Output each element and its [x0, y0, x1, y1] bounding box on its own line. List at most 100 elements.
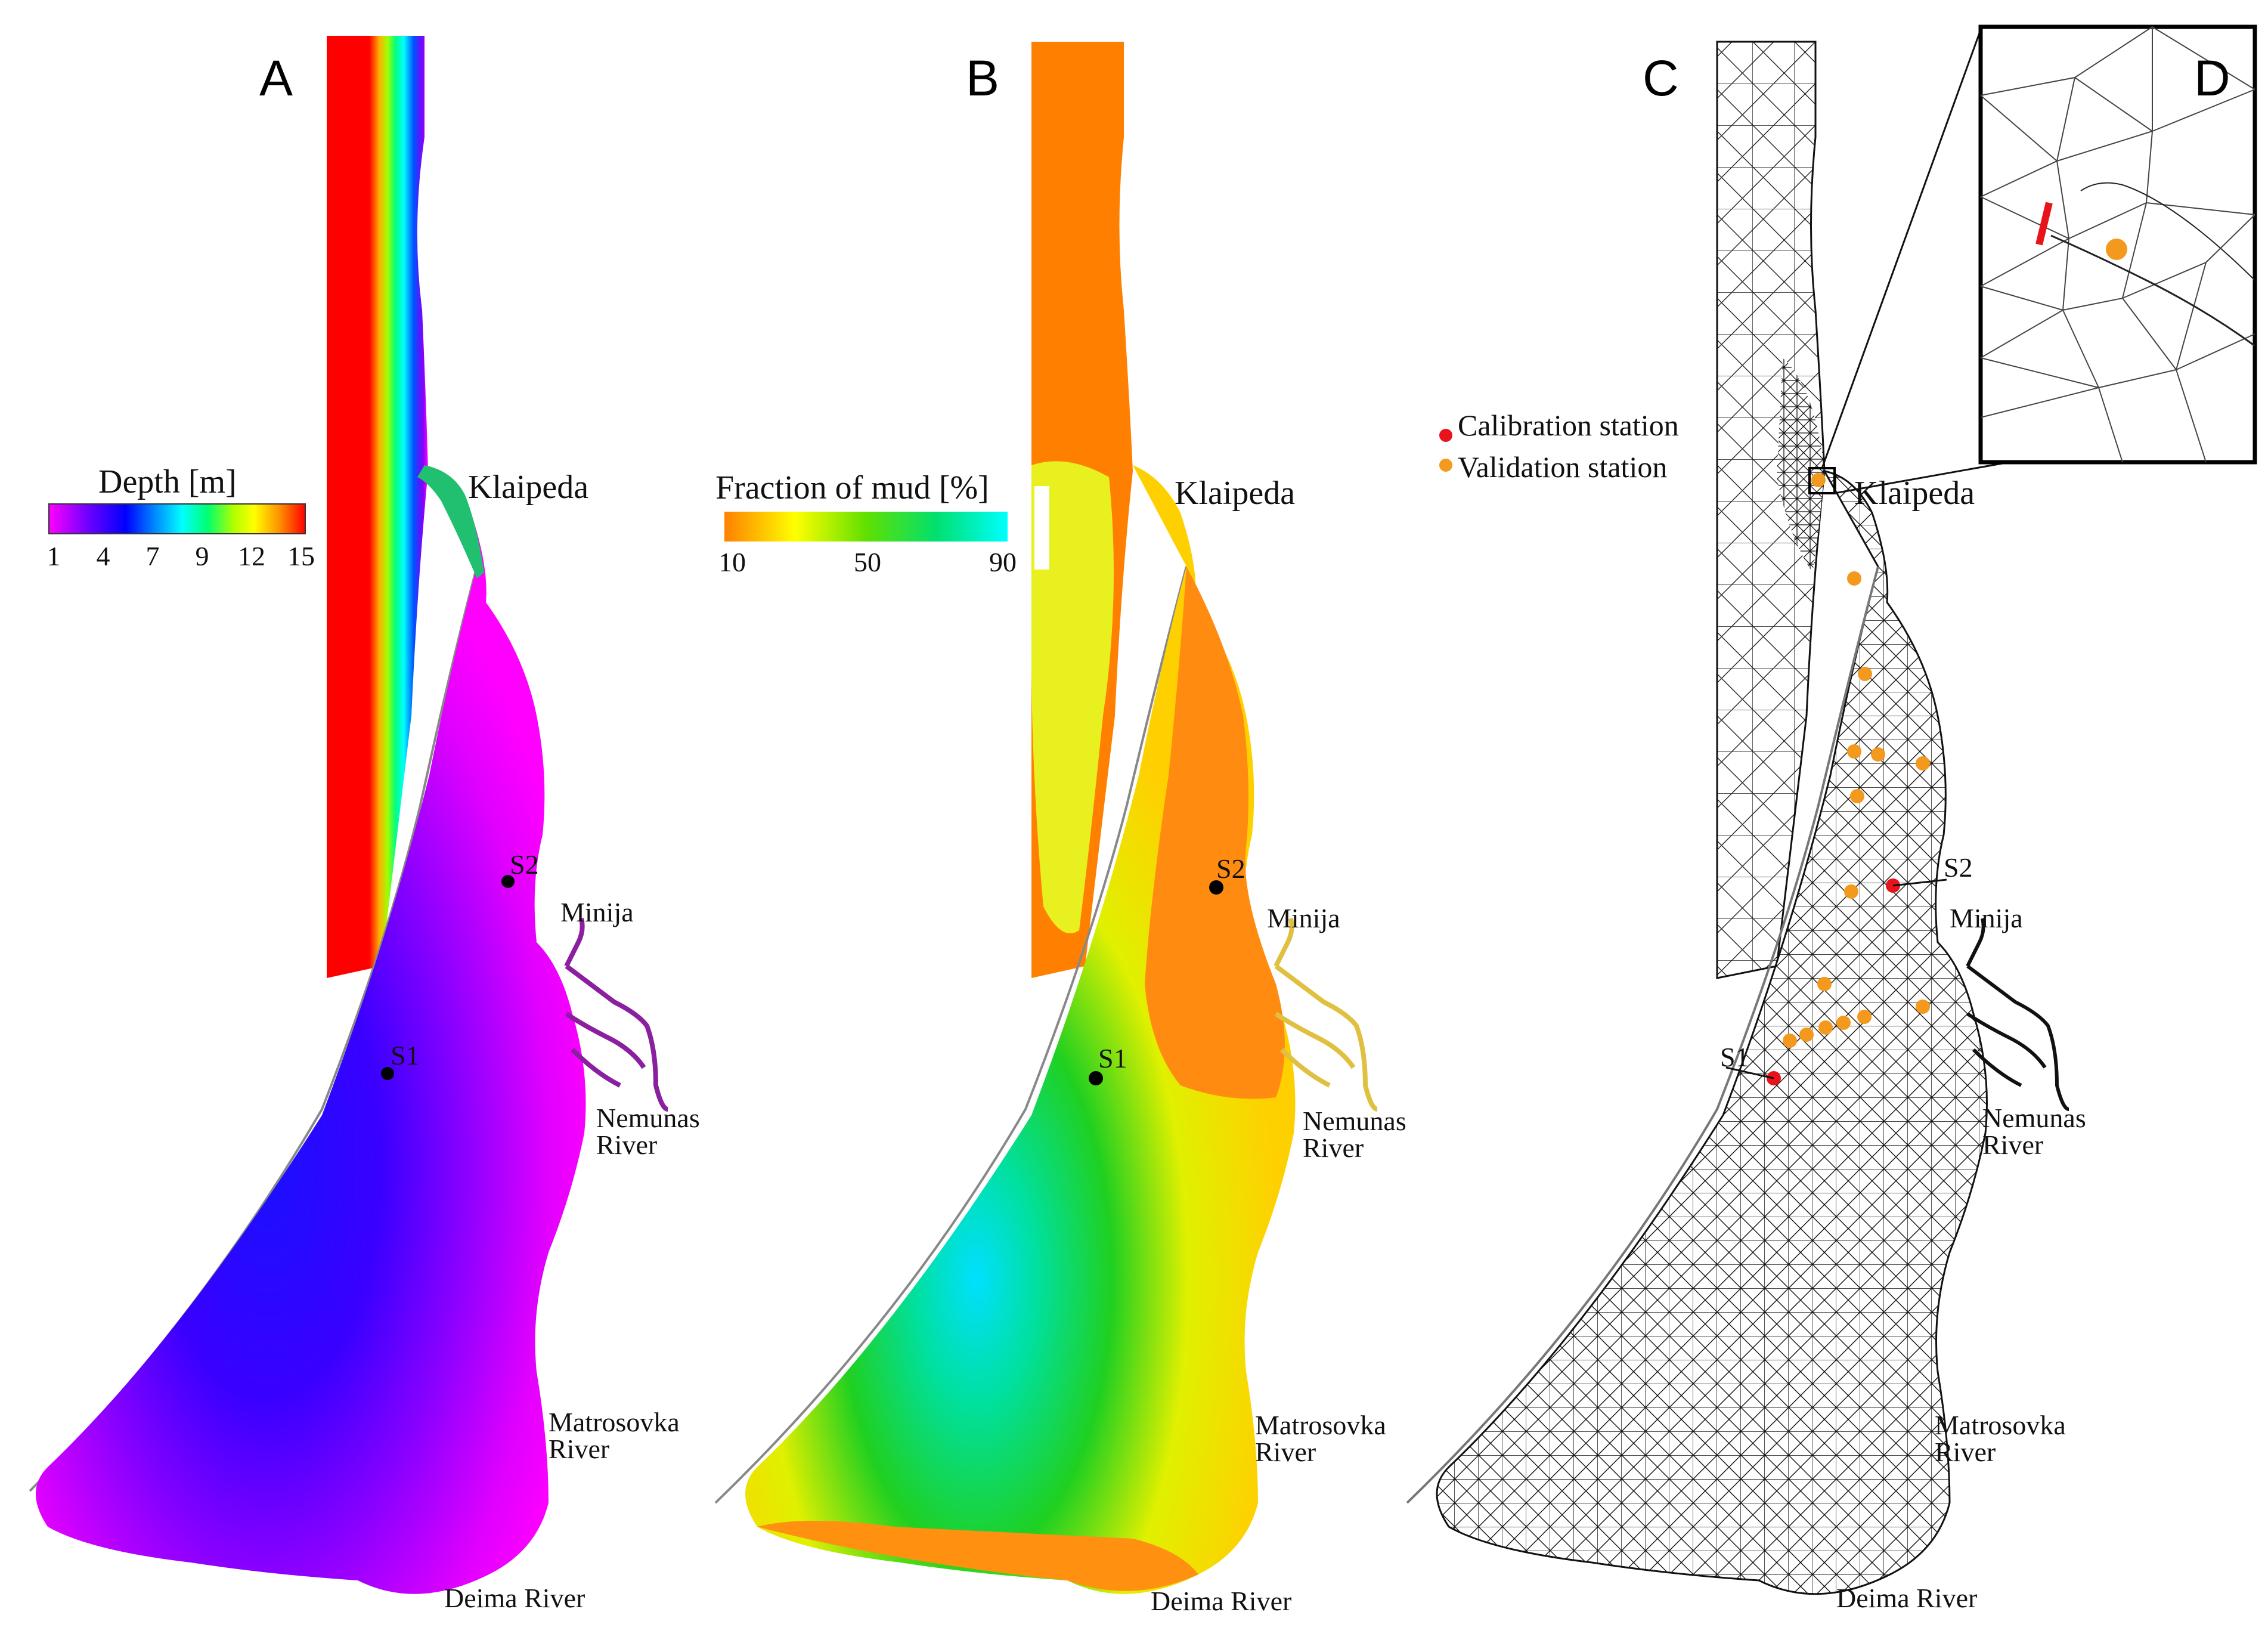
validation-station-dot [1858, 667, 1872, 681]
depth-legend-title: Depth [m] [98, 463, 237, 500]
spit-coastline-b [714, 566, 1188, 1504]
place-label-nemunas-river: River [596, 1130, 657, 1160]
place-label-minija-b: Minija [1267, 903, 1340, 933]
depth-legend-ticks: 1 4 7 9 12 15 [47, 541, 315, 571]
panel-inset-detail: D [1978, 24, 2257, 465]
lagoon-depth-field [36, 465, 586, 1594]
nemunas-delta-rivers-c [1966, 918, 2069, 1111]
validation-station-dot [1847, 571, 1861, 586]
place-label-matrosovka: Matrosovka [549, 1407, 680, 1437]
sea-mud-patch [1031, 461, 1114, 933]
validation-station-dot [1818, 1020, 1833, 1035]
station-leader-s2 [1892, 878, 1947, 887]
place-label-deima-b: Deima River [1151, 1586, 1291, 1616]
inset-connector-top [1821, 29, 1982, 469]
inset-coastline [2050, 234, 2255, 347]
spit-coastline-c [1406, 566, 1879, 1504]
place-label-nemunas-river-b: River [1303, 1133, 1364, 1163]
calibration-legend-label: Calibration station [1458, 409, 1679, 442]
station-label-s2-c: S2 [1944, 852, 1973, 883]
panel-mud-map: Fraction of mud [%] 10 50 90 B Klaipeda Mi… [714, 42, 1406, 1616]
strait-mask [1034, 486, 1049, 570]
klaipeda-strait [417, 465, 484, 578]
depth-legend-tick: 4 [97, 541, 110, 571]
panel-letter-a: A [259, 50, 293, 106]
station-label-s2-b: S2 [1216, 853, 1245, 884]
depth-colorbar [48, 503, 306, 534]
sea-depth-strip [327, 36, 428, 978]
place-label-klaipeda: Klaipeda [468, 469, 588, 506]
inset-shore [2080, 182, 2255, 281]
depth-legend: Depth [m] 1 4 7 9 12 15 [47, 463, 315, 571]
validation-station-dot [1850, 789, 1864, 803]
validation-stations [1783, 473, 1930, 1048]
station-dot-s1 [381, 1067, 394, 1080]
validation-station-dot [1871, 747, 1885, 762]
panel-depth-map: Depth [m] 1 4 7 9 12 15 A Klaipeda Minija Nem… [29, 36, 700, 1613]
mud-legend-tick: 90 [989, 547, 1017, 577]
depth-legend-tick: 9 [196, 541, 209, 571]
depth-legend-tick: 15 [287, 541, 315, 571]
station-dot-s2-b [1209, 880, 1223, 895]
place-label-klaipeda-c: Klaipeda [1854, 475, 1975, 512]
validation-station-dot [1817, 977, 1832, 991]
place-label-matrosovka-river-b: River [1255, 1437, 1316, 1467]
nemunas-delta-rivers-b [1274, 918, 1378, 1112]
depth-legend-tick: 1 [47, 541, 61, 571]
mud-legend-title: Fraction of mud [%] [715, 469, 989, 506]
lagoon-mud-field [745, 465, 1296, 1594]
place-label-minija: Minija [560, 897, 634, 927]
calibration-legend-dot [1439, 429, 1452, 442]
validation-station-dot [1857, 1010, 1872, 1024]
lagoon-mud-north [1145, 567, 1285, 1099]
validation-station-dot [1844, 884, 1858, 899]
place-label-matrosovka-c: Matrosovka [1935, 1410, 2066, 1440]
place-label-minija-c: Minija [1950, 903, 2023, 933]
station-dot-s1-b [1089, 1071, 1103, 1085]
station-legend: Calibration station Validation station [1439, 409, 1679, 484]
station-label-s2: S2 [510, 849, 539, 880]
mud-legend-tick: 50 [854, 547, 881, 577]
validation-station-dot [1916, 1000, 1930, 1014]
place-label-nemunas-river-c: River [1982, 1130, 2043, 1160]
sea-mesh-near-coast [1777, 358, 1824, 573]
station-label-s1-b: S1 [1098, 1043, 1127, 1073]
place-label-klaipeda-b: Klaipeda [1175, 475, 1295, 512]
inset-validation-station [2106, 239, 2127, 260]
mud-legend: Fraction of mud [%] 10 50 90 [715, 469, 1017, 577]
validation-legend-label: Validation station [1458, 450, 1667, 484]
place-label-matrosovka-river: River [549, 1434, 609, 1464]
place-label-matrosovka-b: Matrosovka [1255, 1410, 1386, 1440]
place-label-nemunas: Nemunas [596, 1103, 700, 1133]
panel-model-mesh: S2 S1 Calibration station Validation sta… [1406, 29, 2086, 1613]
lagoon-mesh [1436, 469, 1988, 1595]
validation-station-dot [1811, 473, 1826, 487]
place-label-deima: Deima River [444, 1583, 585, 1613]
panel-letter-c: C [1643, 50, 1679, 106]
place-label-nemunas-b: Nemunas [1303, 1106, 1406, 1136]
validation-station-dot [1799, 1028, 1814, 1042]
panel-letter-d: D [2194, 50, 2230, 106]
depth-legend-tick: 12 [238, 541, 265, 571]
place-label-matrosovka-river-c: River [1935, 1437, 1996, 1467]
mud-legend-tick: 10 [718, 547, 746, 577]
mud-colorbar [724, 512, 1008, 542]
mud-legend-ticks: 10 50 90 [718, 547, 1017, 577]
validation-station-dot [1847, 744, 1861, 759]
station-dot-s2 [501, 875, 515, 888]
validation-legend-dot [1439, 459, 1452, 472]
lagoon-mud-south-edge [757, 1521, 1198, 1591]
station-leader-s1 [1725, 1066, 1774, 1079]
station-label-s1-c: S1 [1720, 1042, 1749, 1072]
place-label-nemunas-c: Nemunas [1982, 1103, 2086, 1133]
depth-legend-tick: 7 [146, 541, 160, 571]
inset-connector-bottom [1834, 461, 2010, 494]
station-label-s1: S1 [391, 1040, 420, 1070]
inset-calibration-transect [2035, 202, 2053, 246]
validation-station-dot [1916, 756, 1930, 771]
validation-station-dot [1783, 1034, 1797, 1048]
inset-mesh-lines [1980, 26, 2255, 463]
panel-letter-b: B [966, 50, 999, 106]
nemunas-delta-rivers [564, 918, 668, 1112]
